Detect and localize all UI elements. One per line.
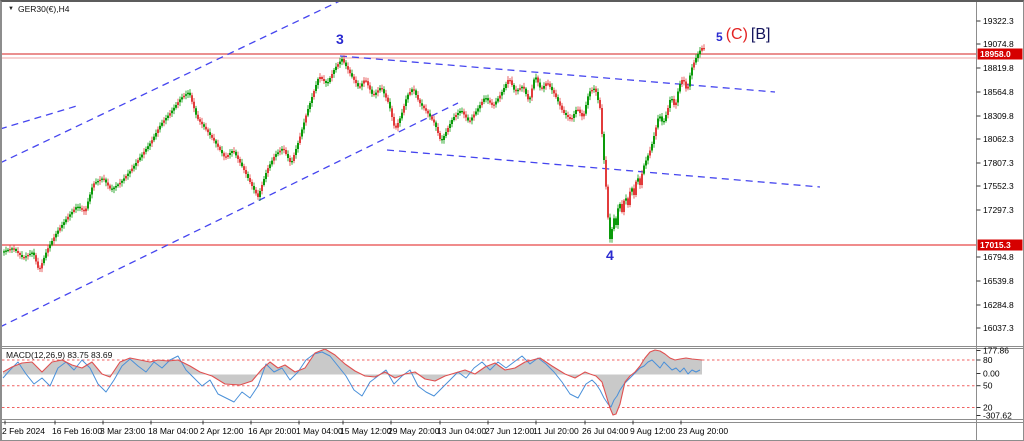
indicator-label: MACD(12,26,9) 83.75 83.69 [6,350,113,360]
time-axis-label: 11 Jul 20:00 [533,426,579,436]
macd-axis-label: 50 [983,381,993,391]
symbol-title-text: GER30(€),H4 [17,4,70,14]
price-axis-label: 18819.8 [983,63,1014,73]
time-axis-label: 15 May 12:00 [340,426,392,436]
price-axis: 19322.3 19074.8 18819.8 18564.8 18309.8 18062… [976,16,1014,333]
price-axis-label: 16794.8 [983,252,1014,262]
price-axis-label: 17552.3 [983,181,1014,191]
wave-label-5cb[interactable]: 5 (C) [B] [716,26,770,44]
wave-c-label: (C) [725,26,748,43]
time-axis-label: 1 May 04:00 [296,426,343,436]
time-axis-label: 27 Jun 12:00 [485,426,534,436]
price-axis-label: 18564.8 [983,87,1014,97]
time-axis-label: 29 May 20:00 [388,426,440,436]
price-axis-label: 16539.8 [983,276,1014,286]
price-badge [977,239,1023,251]
horizontal-price-lines[interactable] [2,53,977,246]
price-axis-label: 16284.8 [983,300,1014,310]
svg-text:17015.3: 17015.3 [980,240,1011,250]
macd-axis-label: 177.86 [983,346,1009,356]
time-axis-label: 23 Aug 20:00 [678,426,728,436]
svg-text:18958.0: 18958.0 [980,49,1011,59]
time-axis-label: 13 Jun 04:00 [437,426,486,436]
macd-axis-label: 0.00 [983,369,1000,379]
wave-5-number: 5 [716,30,723,44]
price-axis-label: 16037.3 [983,323,1014,333]
price-badges: 18958.0 17015.3 [977,48,1023,251]
symbol-title[interactable]: ▼ GER30(€),H4 [8,4,69,14]
price-axis-label: 17297.3 [983,205,1014,215]
macd-pane [2,348,977,416]
time-axis: 2 Feb 2024 16 Feb 16:003 Mar 23:00 18 Mar … [2,420,728,436]
time-axis-label: 26 Jul 04:00 [582,426,629,436]
time-axis-label: 18 Mar 04:00 [148,426,198,436]
time-axis-label: 3 Mar 23:00 [100,426,146,436]
time-axis-label: 2 Apr 12:00 [200,426,244,436]
time-axis-label: 2 Feb 2024 [2,426,45,436]
wave-b-label: [B] [750,26,771,43]
time-axis-label: 16 Apr 20:00 [248,426,296,436]
dropdown-triangle-icon[interactable]: ▼ [8,6,14,12]
price-axis-label: 18062.3 [983,134,1014,144]
macd-axis-label: -307.62 [983,411,1012,421]
price-badge [977,48,1023,60]
macd-axis-label: 20 [983,403,993,413]
time-axis-label: 9 Aug 12:00 [630,426,676,436]
trendlines[interactable] [0,0,821,327]
price-axis-label: 18309.8 [983,111,1014,121]
wave-label-4[interactable]: 4 [606,247,614,263]
price-axis-label: 19074.8 [983,39,1014,49]
time-axis-label: 16 Feb 16:00 [52,426,102,436]
macd-signal-line [2,348,703,416]
macd-histogram-area [3,349,702,415]
price-axis-label: 19322.3 [983,16,1014,26]
macd-axis-label: 80 [983,355,993,365]
price-axis-label: 17807.3 [983,158,1014,168]
candles [3,44,705,273]
macd-main-line [2,351,701,408]
wave-label-3[interactable]: 3 [336,31,344,47]
